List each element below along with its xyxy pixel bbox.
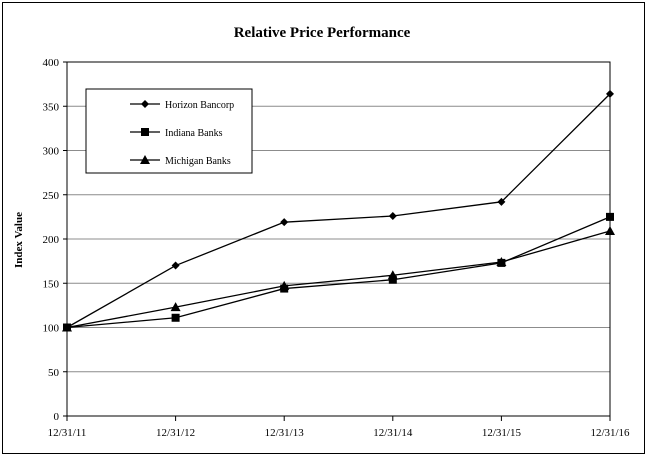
- x-tick-label: 12/31/14: [373, 427, 413, 439]
- series-michigan-banks: [62, 226, 615, 332]
- y-tick-label: 50: [48, 367, 60, 379]
- legend-marker: [140, 155, 150, 164]
- series-line: [66, 216, 611, 329]
- data-point: [606, 89, 614, 98]
- data-point: [171, 313, 180, 322]
- data-point: [606, 212, 614, 221]
- data-point: [496, 257, 507, 267]
- data-point: [280, 218, 289, 227]
- legend-box: [85, 88, 253, 174]
- x-tick-label: 12/31/13: [265, 427, 305, 439]
- x-tick-label: 12/31/15: [482, 427, 522, 439]
- legend-label: Indiana Banks: [165, 128, 223, 139]
- legend-label: Horizon Bancorp: [165, 100, 234, 111]
- data-point: [279, 280, 290, 290]
- legend-label: Michigan Banks: [165, 156, 231, 167]
- data-point: [62, 322, 72, 332]
- data-point: [170, 302, 181, 312]
- legend: Horizon Bancorp Indiana Banks Michigan Ban…: [85, 88, 253, 174]
- x-tick-label: 12/31/16: [590, 427, 630, 439]
- series-horizon-bancorp: [63, 89, 614, 332]
- data-point: [171, 261, 180, 270]
- axes: 0 50 100 150 200 250 300 350 400 12/31/11 12/31/12…: [43, 57, 631, 439]
- y-tick-label: 200: [43, 234, 60, 246]
- chart-frame: [2, 2, 645, 454]
- series-lines: [62, 89, 615, 332]
- y-tick-label: 0: [54, 411, 60, 423]
- legend-marker: [141, 100, 149, 108]
- legend-marker: [141, 128, 149, 136]
- y-tick-label: 250: [43, 190, 60, 202]
- plot-area-border: [66, 61, 611, 417]
- y-tick-label: 100: [43, 323, 60, 335]
- x-tick-label: 12/31/11: [48, 427, 87, 439]
- x-tick-label: 12/31/12: [156, 427, 195, 439]
- data-point: [605, 226, 615, 236]
- data-point: [387, 270, 398, 280]
- y-tick-label: 350: [43, 101, 60, 113]
- data-point: [388, 211, 397, 220]
- series-indiana-banks: [63, 212, 614, 332]
- y-axis-label: Index Value: [13, 212, 25, 268]
- data-point: [497, 197, 506, 206]
- y-tick-label: 300: [43, 146, 60, 158]
- series-line: [66, 230, 611, 329]
- chart-title: Relative Price Performance: [234, 25, 411, 41]
- data-point: [388, 275, 397, 284]
- y-tick-label: 400: [43, 57, 60, 69]
- y-tick-label: 150: [43, 278, 60, 290]
- series-line: [66, 93, 611, 329]
